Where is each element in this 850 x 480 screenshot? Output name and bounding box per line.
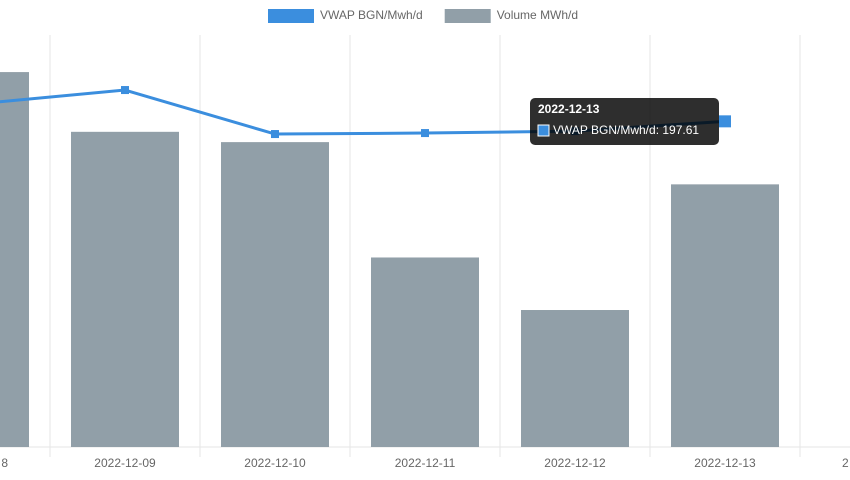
bar xyxy=(671,184,779,447)
point xyxy=(271,130,279,139)
tooltip-swatch xyxy=(537,124,550,137)
bar xyxy=(521,310,629,447)
legend: VWAP BGN/Mwh/d Volume MWh/d xyxy=(268,8,578,23)
bar xyxy=(0,72,29,447)
x-tick-label: 2022-12-13 xyxy=(694,456,756,470)
point xyxy=(421,129,429,138)
grid: 8 2022-12-09 2022-12-10 2022-12-11 2022-12-1… xyxy=(0,35,850,470)
x-tick-label: 2 xyxy=(842,456,849,470)
legend-label: Volume MWh/d xyxy=(497,8,578,22)
x-tick-label: 8 xyxy=(1,456,8,470)
point xyxy=(121,86,129,95)
tooltip-title: 2022-12-13 xyxy=(538,102,600,116)
bars xyxy=(0,72,779,447)
tooltip: 2022-12-13 VWAP BGN/Mwh/d: 197.61 xyxy=(530,98,719,145)
bar xyxy=(71,131,179,447)
legend-swatch xyxy=(268,9,314,23)
bar xyxy=(221,142,329,447)
legend-swatch xyxy=(444,9,491,23)
x-tick-label: 2022-12-10 xyxy=(244,456,306,470)
tooltip-box xyxy=(530,98,719,145)
point xyxy=(719,115,731,128)
legend-label: VWAP BGN/Mwh/d xyxy=(320,8,423,22)
bar xyxy=(371,257,479,447)
x-tick-label: 2022-12-11 xyxy=(395,456,456,470)
x-tick-label: 2022-12-09 xyxy=(94,456,156,470)
tooltip-label: VWAP BGN/Mwh/d: 197.61 xyxy=(553,123,699,137)
x-tick-label: 2022-12-12 xyxy=(544,456,606,470)
